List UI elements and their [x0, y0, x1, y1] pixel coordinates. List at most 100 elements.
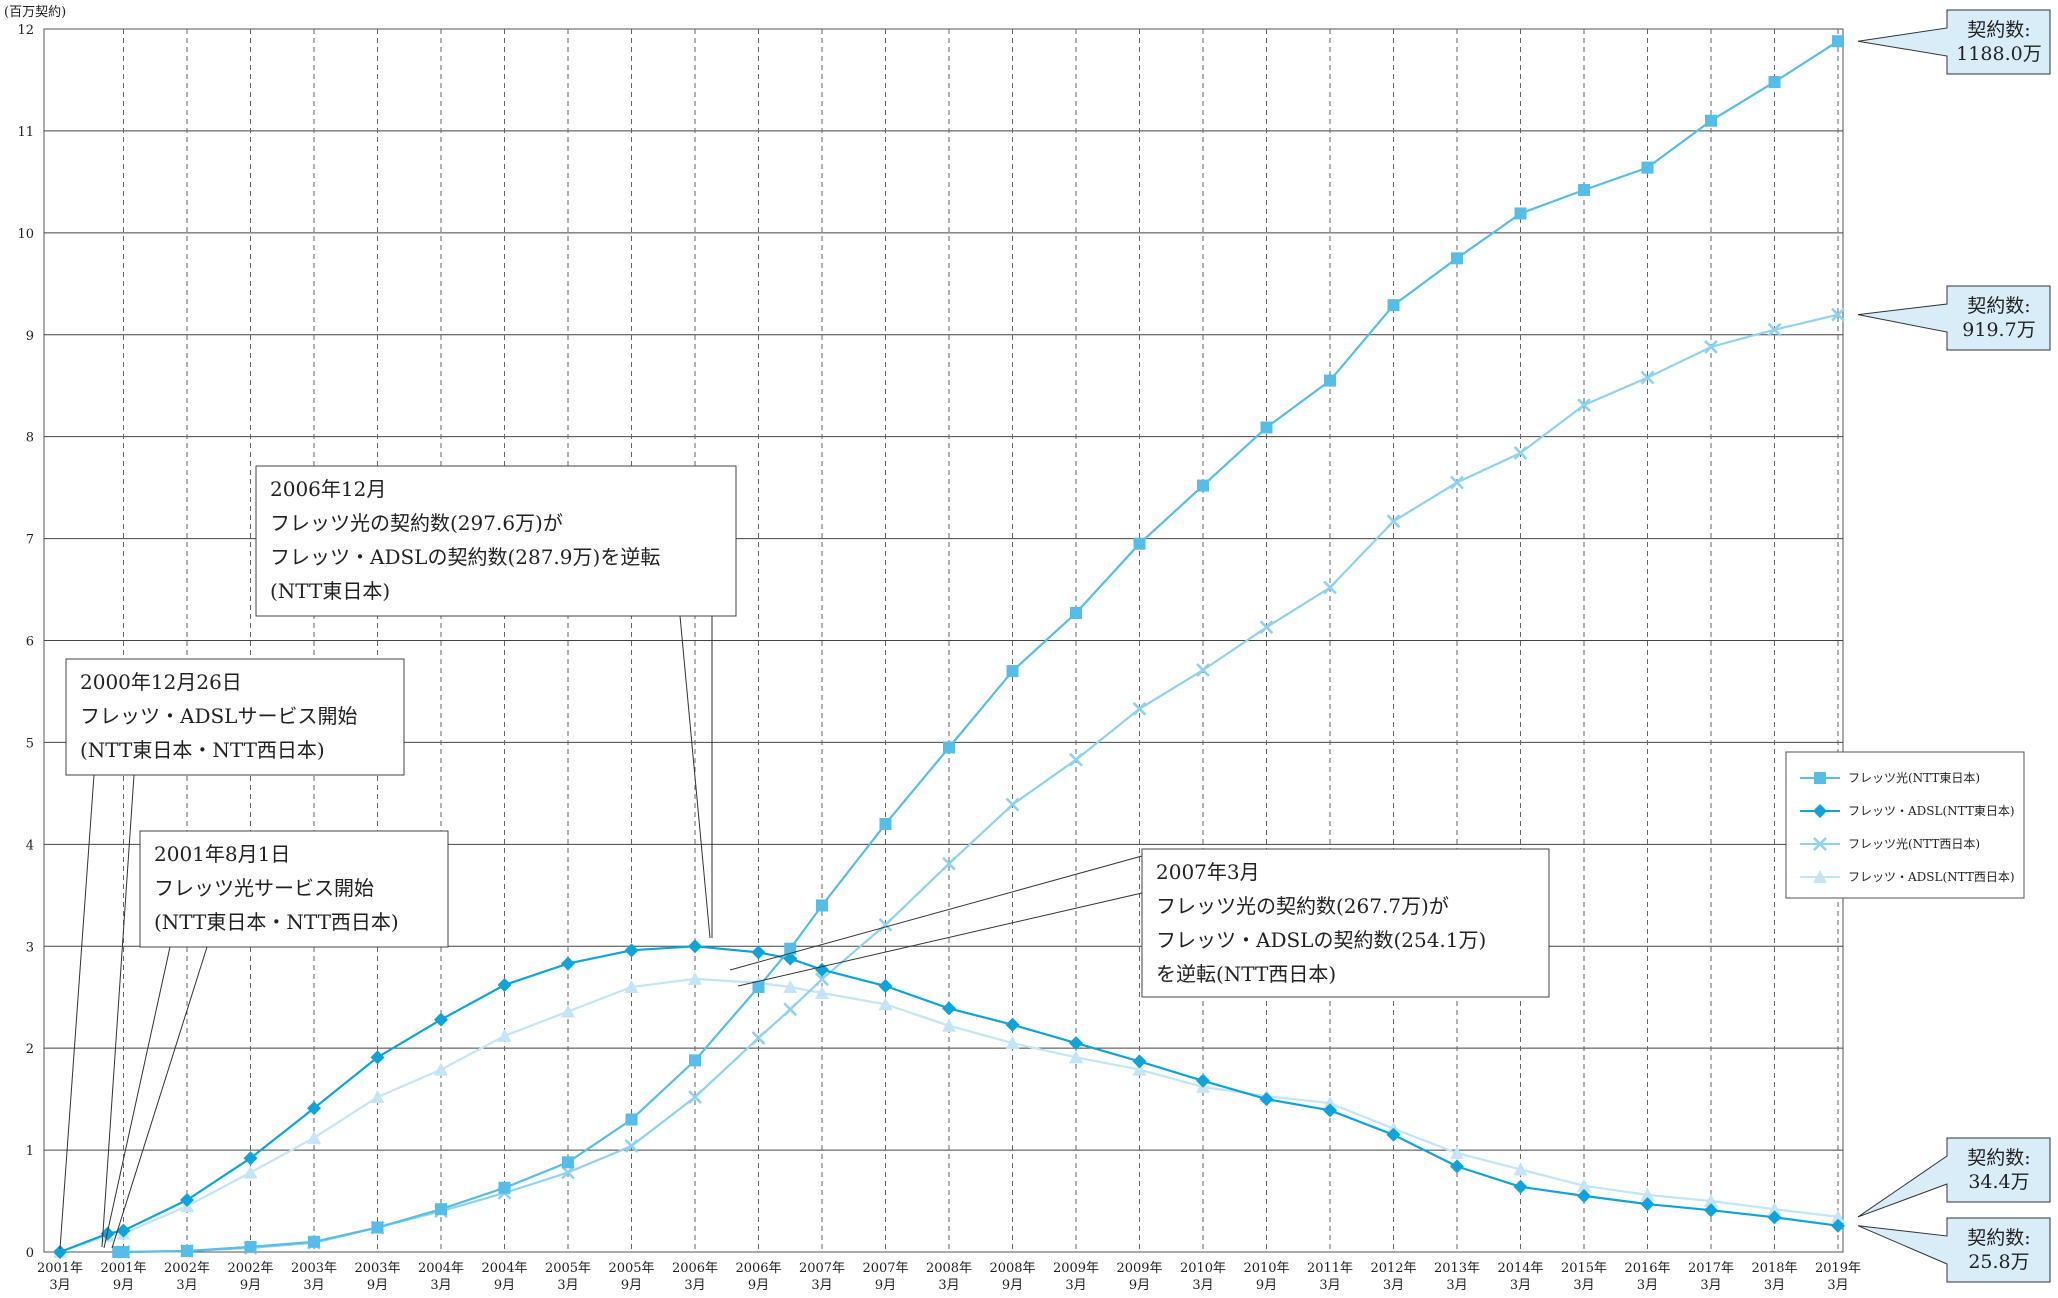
annotation-3: 2007年3月フレッツ光の契約数(267.7万)がフレッツ・ADSLの契約数(2…: [729, 848, 1550, 998]
data-point: [1767, 1202, 1782, 1216]
legend: フレッツ光(NTT東日本) フレッツ・ADSL(NTT東日本) フレッツ光(NTT西…: [1785, 751, 2025, 899]
x-tick-year-label: 2001年: [100, 1261, 146, 1276]
data-point: [942, 1001, 956, 1016]
data-point: [562, 1156, 574, 1169]
data-point: [1831, 307, 1845, 322]
legend-entry: フレッツ・ADSL(NTT東日本): [1848, 804, 2015, 818]
x-tick-year-label: 2010年: [1243, 1261, 1289, 1276]
data-point: [688, 971, 702, 985]
y-tick-label: 3: [26, 940, 34, 955]
data-point: [561, 1004, 575, 1018]
annotation-leader: [679, 615, 711, 939]
x-tick-year-label: 2003年: [354, 1261, 400, 1276]
data-point: [1831, 1218, 1845, 1233]
data-point: [783, 1002, 798, 1017]
data-point: [815, 986, 829, 1000]
data-point: [1767, 1210, 1782, 1225]
x-tick-year-label: 2012年: [1370, 1261, 1416, 1276]
data-point: [1324, 374, 1336, 387]
data-point: [1704, 1194, 1718, 1208]
data-point: [1006, 665, 1019, 678]
data-point: [117, 1246, 130, 1258]
data-point: [180, 1193, 194, 1208]
data-point: [1705, 114, 1717, 127]
data-point: [1196, 1073, 1210, 1088]
x-tick-month-label: 3月: [1319, 1278, 1340, 1293]
data-point: [1513, 1179, 1528, 1194]
data-point: [784, 942, 797, 955]
series-2: [116, 307, 1845, 1259]
x-tick-month-label: 3月: [49, 1278, 70, 1293]
data-point: [1813, 870, 1827, 883]
data-point: [435, 1203, 447, 1216]
annotation-text: 2006年12月: [270, 477, 386, 501]
data-point: [1259, 1092, 1274, 1107]
x-tick-year-label: 2014年: [1497, 1261, 1543, 1276]
annotation-box: [65, 658, 405, 776]
data-point: [1387, 299, 1400, 312]
data-point: [943, 741, 955, 754]
data-point: [1640, 370, 1655, 385]
x-tick-month-label: 3月: [430, 1278, 451, 1293]
data-point: [879, 817, 892, 830]
x-tick-year-label: 2005年: [608, 1261, 654, 1276]
data-point: [1133, 537, 1146, 550]
data-point: [1513, 446, 1528, 460]
callout-text: 契約数:: [1967, 19, 2030, 41]
data-point: [1640, 1197, 1655, 1212]
x-tick-year-label: 2010年: [1180, 1261, 1226, 1276]
y-tick-label: 1: [26, 1144, 34, 1159]
x-tick-year-label: 2006年: [735, 1261, 781, 1276]
data-point: [878, 917, 893, 932]
data-point: [1197, 479, 1209, 492]
y-tick-label: 7: [26, 533, 34, 548]
data-point: [1451, 252, 1463, 265]
x-tick-year-label: 2003年: [291, 1261, 337, 1276]
series-0: [112, 35, 1844, 1258]
x-tick-month-label: 3月: [1065, 1278, 1086, 1293]
data-point: [497, 977, 512, 992]
x-tick-month-label: 9月: [748, 1278, 769, 1293]
data-point: [783, 951, 798, 966]
annotation-text: 2001年8月1日: [154, 842, 290, 866]
data-point: [1577, 1188, 1591, 1203]
callout-shape: [1857, 285, 2051, 351]
annotation-leader: [59, 774, 95, 1250]
data-point: [1640, 1187, 1655, 1201]
data-point: [244, 1240, 257, 1253]
x-tick-month-label: 3月: [1764, 1278, 1785, 1293]
x-tick-month-label: 3月: [1192, 1278, 1213, 1293]
annotation-text: フレッツ光の契約数(297.6万)が: [270, 511, 563, 535]
data-point: [116, 1223, 131, 1238]
data-point: [1577, 398, 1591, 412]
data-point: [370, 1050, 385, 1065]
annotation-leader: [103, 946, 171, 1249]
annotation-box: [255, 465, 737, 617]
data-point: [1323, 580, 1337, 595]
data-point: [751, 1031, 766, 1045]
data-point: [561, 956, 575, 971]
x-tick-year-label: 2002年: [227, 1261, 273, 1276]
x-tick-year-label: 2017年: [1688, 1261, 1734, 1276]
data-point: [1005, 1036, 1020, 1050]
data-point: [1577, 1178, 1591, 1192]
data-point: [688, 939, 702, 954]
y-tick-label: 8: [26, 431, 34, 446]
annotation-text: フレッツ・ADSLの契約数(287.9万)を逆転: [270, 545, 660, 569]
series-1: [53, 939, 1845, 1259]
data-point: [1450, 1146, 1464, 1160]
annotation-leader: [737, 892, 1143, 987]
legend-entry: フレッツ光(NTT東日本): [1848, 771, 1980, 785]
data-point: [1514, 207, 1527, 220]
callout-text: 契約数:: [1967, 295, 2030, 317]
annotation-leader: [111, 946, 208, 1249]
data-point: [498, 1181, 511, 1194]
legend-entry: フレッツ・ADSL(NTT西日本): [1848, 870, 2015, 884]
x-tick-month-label: 3月: [1510, 1278, 1531, 1293]
x-tick-year-label: 2008年: [989, 1261, 1035, 1276]
y-tick-label: 5: [26, 736, 34, 751]
x-tick-month-label: 9月: [1256, 1278, 1277, 1293]
x-tick-month-label: 9月: [240, 1278, 261, 1293]
annotation-box: [139, 830, 449, 948]
